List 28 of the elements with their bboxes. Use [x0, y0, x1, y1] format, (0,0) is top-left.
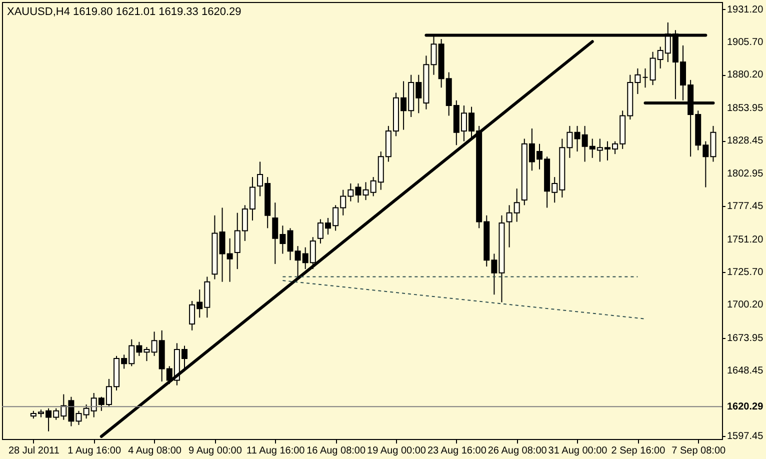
y-tick-label: 1905.70 [727, 36, 764, 48]
x-tick-label: 28 Jul 2011 [8, 446, 60, 456]
x-tick-label: 9 Aug 00:00 [188, 446, 242, 456]
x-tick-label: 23 Aug 16:00 [427, 446, 487, 456]
x-tick-label: 31 Aug 00:00 [548, 446, 608, 456]
y-tick-label: 1648.45 [727, 366, 764, 377]
chart-title: XAUUSD,H4 1619.80 1621.01 1619.33 1620.29 [7, 6, 242, 18]
y-tick-label: 1700.20 [727, 300, 764, 311]
ref-line-label: 1620.29 [727, 402, 764, 413]
x-tick-label: 2 Sep 16:00 [611, 446, 666, 456]
x-tick-label: 7 Sep 08:00 [672, 446, 726, 456]
y-tick-label: 1597.45 [727, 430, 764, 442]
x-tick-label: 11 Aug 16:00 [246, 446, 306, 456]
y-tick-label: 1777.45 [727, 200, 764, 212]
y-tick-label: 1931.20 [727, 4, 764, 16]
y-tick-label: 1880.20 [727, 70, 764, 81]
x-tick-label: 4 Aug 08:00 [128, 446, 182, 456]
y-tick-label: 1853.95 [727, 103, 764, 114]
x-tick-label: 19 Aug 00:00 [367, 446, 426, 456]
y-tick-label: 1725.70 [727, 266, 764, 278]
y-tick-label: 1751.20 [727, 234, 764, 246]
y-tick-label: 1802.95 [727, 168, 764, 180]
x-tick-label: 1 Aug 16:00 [68, 446, 122, 456]
y-tick-label: 1673.95 [727, 333, 764, 344]
x-tick-label: 26 Aug 08:00 [488, 446, 548, 456]
y-tick-label: 1828.45 [727, 136, 764, 147]
candlestick [642, 68, 648, 88]
x-tick-label: 16 Aug 08:00 [306, 446, 366, 456]
